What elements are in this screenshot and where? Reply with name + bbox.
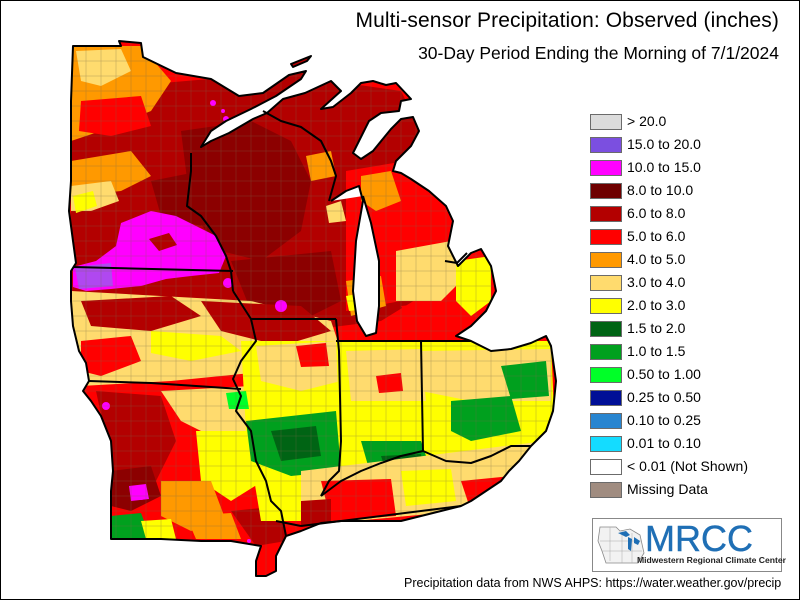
logo-subtitle: Midwestern Regional Climate Center [637, 555, 786, 565]
legend-swatch [590, 367, 622, 383]
data-source-credit: Precipitation data from NWS AHPS: https:… [404, 576, 782, 590]
midwest-map-icon [597, 526, 645, 564]
legend-swatch [590, 344, 622, 360]
legend-swatch [590, 459, 622, 475]
legend-swatch [590, 275, 622, 291]
legend-label: 6.0 to 8.0 [627, 205, 686, 221]
legend-swatch [590, 321, 622, 337]
logo-wordmark: MRCC [645, 518, 753, 559]
legend-label: 10.0 to 15.0 [627, 159, 701, 175]
legend-label: 8.0 to 10.0 [627, 182, 694, 198]
legend-label: 15.0 to 20.0 [627, 136, 701, 152]
legend-swatch [590, 252, 622, 268]
legend-swatch [590, 206, 622, 222]
legend-label: 1.5 to 2.0 [627, 320, 686, 336]
legend-label: Missing Data [627, 481, 708, 497]
legend-swatch [590, 183, 622, 199]
map-subtitle: 30-Day Period Ending the Morning of 7/1/… [418, 43, 779, 63]
legend-label: 3.0 to 4.0 [627, 274, 686, 290]
legend-label: < 0.01 (Not Shown) [627, 458, 749, 474]
legend-swatch [590, 114, 622, 130]
legend-label: 2.0 to 3.0 [627, 297, 686, 313]
legend-label: 0.50 to 1.00 [627, 366, 701, 382]
legend-swatch [590, 482, 622, 498]
map-title: Multi-sensor Precipitation: Observed (in… [355, 9, 779, 32]
legend-label: 1.0 to 1.5 [627, 343, 686, 359]
legend-swatch [590, 413, 622, 429]
legend-label: 0.10 to 0.25 [627, 412, 701, 428]
legend-swatch [590, 160, 622, 176]
mrcc-logo: MRCC Midwestern Regional Climate Center [592, 518, 786, 572]
legend-label: 0.01 to 0.10 [627, 435, 701, 451]
legend-label: 0.25 to 0.50 [627, 389, 701, 405]
legend-label: > 20.0 [627, 113, 667, 129]
legend-swatch [590, 229, 622, 245]
legend-swatch [590, 436, 622, 452]
legend-swatch [590, 298, 622, 314]
legend-swatch [590, 390, 622, 406]
legend-label: 4.0 to 5.0 [627, 251, 686, 267]
legend-label: 5.0 to 6.0 [627, 228, 686, 244]
legend-swatch [590, 137, 622, 153]
